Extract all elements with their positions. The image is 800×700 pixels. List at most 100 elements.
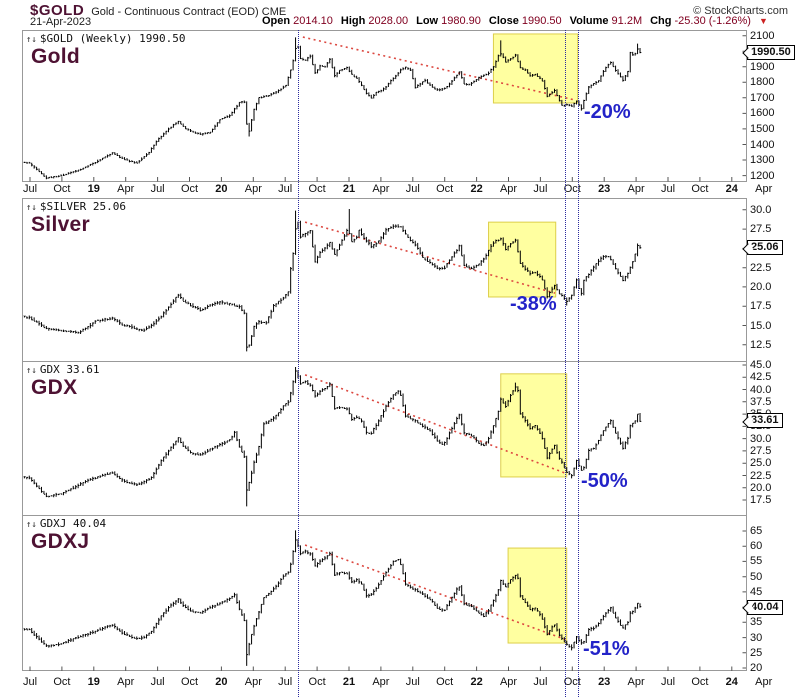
panel-gdxj: ↑↓ GDXJ 40.04 GDXJ -51% bbox=[22, 515, 747, 671]
x-axis-label: Jul bbox=[150, 676, 165, 688]
gold-price-plot[interactable] bbox=[23, 31, 746, 181]
x-axis-label: Jul bbox=[660, 183, 676, 195]
y-axis-tick-label: 30.0 bbox=[750, 432, 772, 445]
y-axis-tick-label: 17.5 bbox=[750, 300, 772, 313]
x-axis-label: Apr bbox=[499, 676, 518, 688]
x-axis-label: 19 bbox=[87, 676, 100, 688]
gdx-decline-annotation: -50% bbox=[581, 470, 628, 492]
quote-value: 1980.90 bbox=[441, 15, 481, 27]
x-axis-label: Jul bbox=[278, 676, 293, 688]
quote-label: High bbox=[340, 15, 366, 27]
x-axis-label: Jul bbox=[278, 183, 293, 195]
quote-date: 21-Apr-2023 bbox=[30, 16, 92, 28]
x-axis-label: Jul bbox=[533, 183, 548, 195]
quote-label: Open bbox=[262, 15, 291, 27]
silver-price-plot[interactable] bbox=[23, 199, 746, 361]
quote-label: Chg bbox=[650, 15, 672, 27]
x-axis-label: Jul bbox=[22, 676, 38, 688]
updown-arrows-icon: ↑↓ bbox=[26, 203, 37, 213]
updown-arrows-icon: ↑↓ bbox=[26, 366, 37, 376]
gold-ticker-label: ↑↓ $GOLD (Weekly) 1990.50 bbox=[26, 32, 186, 45]
y-axis-tick-label: 1300 bbox=[750, 154, 775, 166]
stockcharts-credit-link[interactable]: © StockCharts.com bbox=[693, 5, 788, 17]
y-axis-tick-label: 55 bbox=[750, 555, 763, 568]
x-axis-label: Oct bbox=[180, 183, 199, 195]
x-axis-label: 24 bbox=[725, 183, 738, 195]
x-axis-label: Jul bbox=[405, 676, 420, 688]
y-axis-tick-label: 1200 bbox=[750, 169, 775, 182]
x-axis-label: Jul bbox=[533, 676, 548, 688]
quote-value: 1990.50 bbox=[521, 15, 562, 27]
x-axis-label: Apr bbox=[372, 676, 390, 688]
y-axis-tick-label: 30.0 bbox=[750, 203, 772, 216]
y-axis-tick-label: 60 bbox=[750, 540, 763, 553]
y-axis-tick-label: 20.0 bbox=[750, 280, 772, 293]
y-axis-tick-label: 37.5 bbox=[750, 395, 772, 408]
y-axis-tick-label: 35.0 bbox=[750, 408, 772, 421]
last-price-tag: 33.61 bbox=[747, 413, 783, 429]
symbol-description: Gold - Continuous Contract (EOD) CME bbox=[91, 6, 287, 18]
x-axis-label: 20 bbox=[215, 676, 228, 688]
updown-arrows-icon: ↑↓ bbox=[26, 520, 37, 530]
gdx-price-plot[interactable] bbox=[23, 362, 746, 515]
silver-panel-title: Silver bbox=[31, 213, 91, 236]
y-axis-tick-label: 27.5 bbox=[750, 444, 772, 457]
price-bars bbox=[23, 37, 642, 180]
y-axis-tick-label: 1500 bbox=[750, 122, 775, 135]
y-axis-tick-label: 22.5 bbox=[750, 469, 772, 482]
y-axis-tick-label: 25 bbox=[750, 646, 763, 659]
gdxj-decline-annotation: -51% bbox=[583, 638, 630, 660]
y-axis-tick-label: 30 bbox=[750, 631, 763, 644]
silver-decline-annotation: -38% bbox=[510, 293, 557, 315]
x-axis-label: 22 bbox=[470, 183, 483, 195]
x-axis-label: Apr bbox=[244, 676, 262, 688]
quote-value: -25.30 (-1.26%) bbox=[674, 15, 751, 27]
x-axis-label: Oct bbox=[53, 183, 71, 195]
gold-decline-annotation: -20% bbox=[584, 101, 631, 123]
y-axis-tick-label: 40.0 bbox=[750, 383, 772, 396]
y-axis-tick-label: 1400 bbox=[750, 138, 775, 151]
silver-ticker-label: ↑↓ $SILVER 25.06 bbox=[26, 200, 126, 213]
y-axis-tick-label: 45 bbox=[750, 585, 763, 598]
symbol-title: $GOLD bbox=[30, 2, 85, 19]
x-axis-label: 20 bbox=[215, 183, 228, 195]
y-axis-tick-label: 1600 bbox=[750, 107, 775, 120]
x-axis-label: 24 bbox=[725, 676, 738, 688]
y-axis-tick-label: 22.5 bbox=[750, 261, 772, 274]
last-price-tag: 1990.50 bbox=[747, 45, 795, 61]
x-axis-label: 23 bbox=[598, 183, 611, 195]
x-axis-label: Oct bbox=[563, 676, 581, 688]
y-axis-tick-label: 15.0 bbox=[750, 319, 772, 332]
y-axis-tick-label: 25.0 bbox=[750, 242, 772, 255]
gdxj-price-plot[interactable] bbox=[23, 516, 746, 670]
y-axis-tick-label: 45.0 bbox=[750, 359, 772, 371]
y-axis-tick-label: 17.5 bbox=[750, 494, 772, 506]
chart-header: $GOLD Gold - Continuous Contract (EOD) CM… bbox=[30, 2, 287, 19]
change-down-triangle-icon: ▼ bbox=[758, 16, 768, 26]
panel-silver: ↑↓ $SILVER 25.06 Silver -38% bbox=[22, 198, 747, 362]
x-axis-label: Jul bbox=[150, 183, 165, 195]
x-axis-label: Oct bbox=[180, 676, 199, 688]
quote-label: Low bbox=[416, 15, 439, 27]
x-axis-label: Apr bbox=[499, 183, 518, 195]
x-axis-label: 19 bbox=[87, 183, 100, 195]
gdxj-ticker-label: ↑↓ GDXJ 40.04 bbox=[26, 517, 107, 530]
x-axis-label: Oct bbox=[691, 183, 709, 195]
x-axis-label: Oct bbox=[691, 676, 709, 688]
x-axis-row-bottom: Jul Oct 19 Apr Jul Oct 20 Apr Jul Oct 21 Apr Jul Oct 2… bbox=[0, 675, 800, 690]
last-price-tag: 40.04 bbox=[747, 599, 783, 615]
y-axis-tick-label: 32.5 bbox=[750, 420, 772, 433]
gold-panel-title: Gold bbox=[31, 45, 81, 68]
x-axis-label: Apr bbox=[627, 676, 645, 688]
gdx-ticker-label: ↑↓ GDX 33.61 bbox=[26, 363, 100, 376]
x-axis-label: Oct bbox=[308, 183, 326, 195]
y-axis-tick-label: 35 bbox=[750, 616, 763, 629]
x-axis-label: Apr bbox=[755, 676, 773, 688]
x-axis-label: 23 bbox=[598, 676, 611, 688]
x-axis-label: Apr bbox=[244, 183, 262, 195]
x-axis-label: Apr bbox=[755, 183, 773, 195]
panel-gold: ↑↓ $GOLD (Weekly) 1990.50 Gold -20% bbox=[22, 30, 747, 182]
y-axis-tick-label: 27.5 bbox=[750, 223, 772, 236]
x-axis-label: 21 bbox=[342, 183, 356, 195]
panel-gdx: ↑↓ GDX 33.61 GDX -50% bbox=[22, 361, 747, 516]
